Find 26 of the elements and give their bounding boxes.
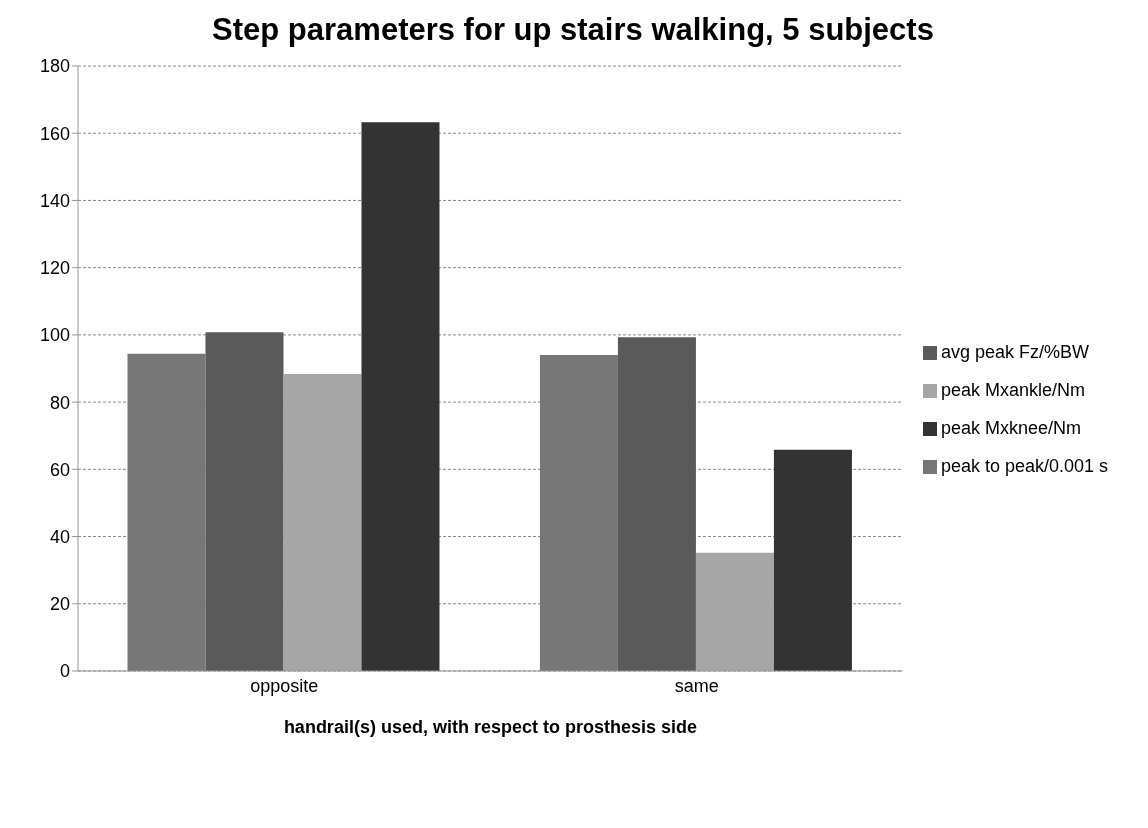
bar bbox=[361, 122, 440, 671]
bar bbox=[695, 552, 774, 671]
legend-label: peak Mxankle/Nm bbox=[940, 379, 1085, 400]
bar bbox=[127, 353, 206, 671]
y-tick-label: 180 bbox=[39, 56, 70, 77]
bar bbox=[283, 373, 362, 671]
bar bbox=[205, 332, 284, 671]
y-tick-label: 60 bbox=[49, 459, 70, 480]
bar bbox=[773, 449, 852, 671]
x-tick-label: opposite bbox=[250, 675, 319, 696]
y-tick-label: 100 bbox=[39, 325, 70, 346]
legend-label: peak Mxknee/Nm bbox=[940, 417, 1081, 438]
bar bbox=[617, 337, 696, 671]
y-tick-label: 160 bbox=[39, 123, 70, 144]
y-tick-label: 20 bbox=[49, 594, 70, 615]
y-tick-label: 140 bbox=[39, 190, 70, 211]
chart-title: Step parameters for up stairs walking, 5 subjects bbox=[211, 11, 935, 49]
legend-label: avg peak Fz/%BW bbox=[940, 341, 1089, 362]
y-tick-label: 120 bbox=[39, 258, 70, 279]
legend-label: peak to peak/0.001 s bbox=[940, 455, 1108, 476]
y-tick-label: 40 bbox=[49, 526, 70, 547]
x-axis-title: handrail(s) used, with respect to prosthesis side bbox=[283, 717, 697, 737]
x-tick-label: same bbox=[674, 675, 719, 696]
bar bbox=[539, 355, 618, 671]
y-tick-label: 0 bbox=[59, 661, 70, 682]
y-tick-label: 80 bbox=[49, 392, 70, 413]
